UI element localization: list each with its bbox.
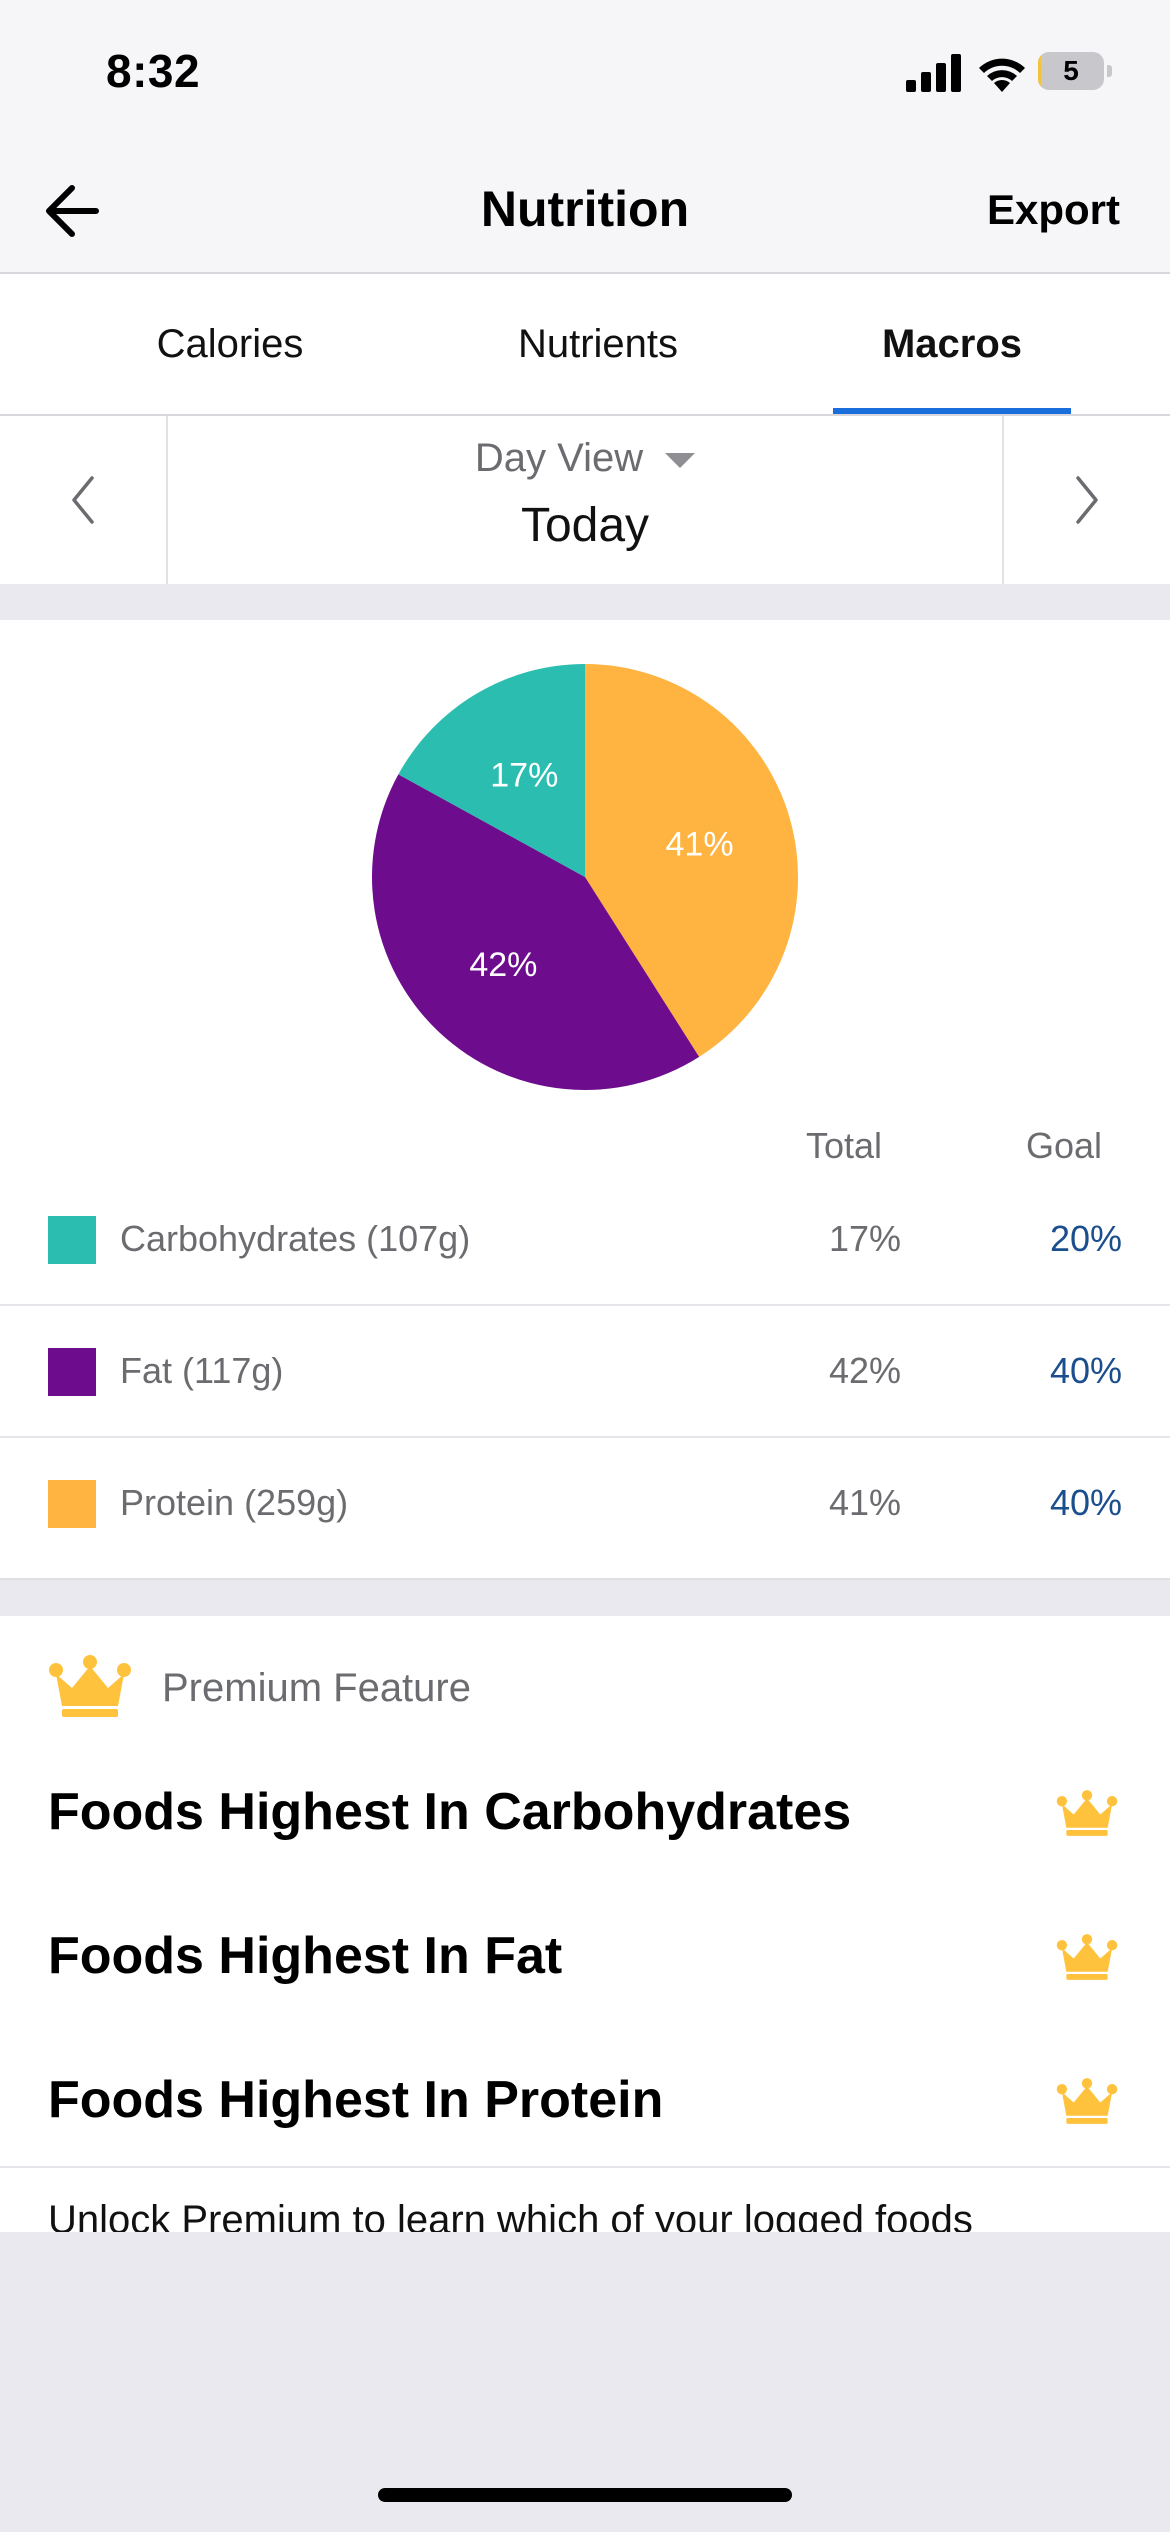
carbohydrates-swatch	[48, 1216, 96, 1264]
navigation-bar: Nutrition Export	[0, 150, 1170, 274]
macros-pie-chart: 41% 42% 17%	[372, 664, 798, 1090]
macro-total: 42%	[828, 1350, 902, 1391]
pie-slice-carbohydrates	[398, 664, 585, 877]
active-tab-indicator	[833, 408, 1071, 414]
feature-highest-protein[interactable]: Foods Highest In Protein	[0, 2030, 1170, 2174]
cellular-signal-icon	[906, 54, 961, 92]
pie-label-protein: 41%	[666, 826, 734, 864]
macro-row-protein: Protein (259g) 41% 40%	[0, 1436, 1170, 1570]
tab-bar: Calories Nutrients Macros	[0, 274, 1170, 416]
battery-level: 5	[1063, 55, 1079, 86]
status-bar: 8:32 5	[0, 0, 1170, 150]
date-selector[interactable]: Day View Today	[168, 416, 1002, 584]
macro-name: Carbohydrates (107g)	[120, 1218, 471, 1259]
wifi-icon	[979, 58, 1025, 92]
feature-title: Foods Highest In Protein	[48, 2071, 664, 2129]
premium-card: Premium Feature Foods Highest In Carbohy…	[0, 1616, 1170, 2232]
tab-macros[interactable]: Macros	[881, 322, 1023, 366]
date-navigator: Day View Today	[0, 416, 1170, 584]
tab-nutrients[interactable]: Nutrients	[517, 322, 679, 366]
macro-name: Fat (117g)	[120, 1350, 284, 1391]
home-indicator	[378, 2488, 792, 2502]
macro-total: 41%	[828, 1482, 902, 1523]
view-mode-dropdown[interactable]: Day View	[168, 436, 1002, 481]
previous-day-button[interactable]	[0, 416, 168, 584]
premium-feature-label: Premium Feature	[162, 1666, 471, 1710]
fat-swatch	[48, 1348, 96, 1396]
status-time: 8:32	[106, 45, 201, 97]
macro-row-fat: Fat (117g) 42% 40%	[0, 1304, 1170, 1438]
macro-goal: 40%	[1049, 1482, 1122, 1523]
feature-highest-fat[interactable]: Foods Highest In Fat	[0, 1886, 1170, 2030]
macro-total: 17%	[828, 1218, 902, 1259]
macro-name: Protein (259g)	[120, 1482, 349, 1523]
chevron-left-icon	[72, 476, 94, 524]
crown-icon	[1056, 2078, 1118, 2124]
chevron-right-icon	[1076, 476, 1098, 524]
export-button[interactable]: Export	[986, 186, 1120, 233]
macros-card: 41% 42% 17% Total Goal Carbohydrates (107g…	[0, 620, 1170, 1580]
page-title: Nutrition	[480, 181, 690, 237]
feature-title: Foods Highest In Carbohydrates	[48, 1783, 852, 1841]
back-arrow-icon[interactable]	[40, 176, 110, 246]
unlock-premium-text: Unlock Premium to learn which of your lo…	[48, 2198, 973, 2232]
next-day-button[interactable]	[1002, 416, 1170, 584]
current-date: Today	[520, 499, 650, 552]
caret-down-icon	[665, 452, 696, 468]
pie-label-carbohydrates: 17%	[490, 756, 558, 794]
total-column-header: Total	[806, 1125, 883, 1166]
pie-slice-fat	[372, 774, 700, 1090]
crown-icon	[1056, 1934, 1118, 1980]
pie-slice-protein	[585, 664, 798, 1057]
protein-swatch	[48, 1480, 96, 1528]
view-mode-label: Day View	[474, 436, 644, 480]
goal-column-header: Goal	[1026, 1125, 1103, 1166]
macro-goal: 20%	[1049, 1218, 1122, 1259]
battery-icon: 5	[1038, 52, 1112, 92]
macro-goal: 40%	[1049, 1350, 1122, 1391]
feature-title: Foods Highest In Fat	[48, 1927, 563, 1985]
tab-calories[interactable]: Calories	[156, 322, 304, 366]
crown-icon	[1056, 1790, 1118, 1836]
feature-highest-carbohydrates[interactable]: Foods Highest In Carbohydrates	[0, 1742, 1170, 1886]
macro-row-carbohydrates: Carbohydrates (107g) 17% 20%	[0, 1174, 1170, 1306]
pie-label-fat: 42%	[469, 946, 537, 984]
crown-icon	[49, 1655, 131, 1717]
